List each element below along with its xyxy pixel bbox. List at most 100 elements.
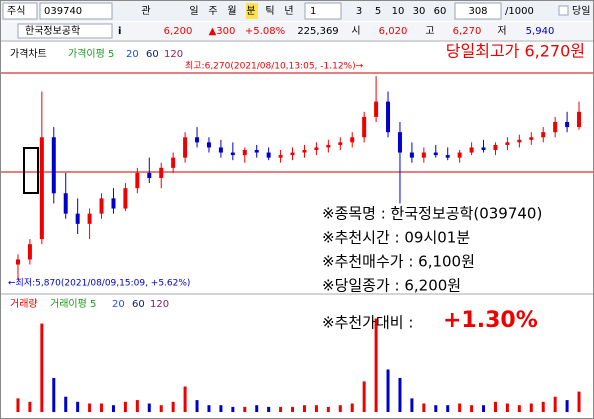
candle-body	[15, 259, 20, 265]
volume-bar	[338, 405, 342, 412]
code: 039740	[44, 6, 82, 17]
candle-body	[386, 101, 391, 133]
candle-body	[266, 152, 271, 158]
period-button[interactable]: 틱	[265, 5, 274, 17]
candle-body	[75, 213, 80, 224]
low-label: 저	[497, 25, 506, 37]
gain: +1.30%	[443, 308, 538, 333]
volume-bar	[183, 386, 187, 412]
volume-bar	[434, 405, 438, 412]
volume-bar	[64, 396, 68, 412]
count-input[interactable]	[454, 2, 502, 20]
volume-bar	[76, 401, 80, 412]
volume-ma-legend: 120	[150, 299, 169, 310]
open-label: 시	[351, 25, 360, 37]
volume-bar	[493, 401, 497, 412]
volume-bar	[255, 405, 259, 412]
summary-line: ※종목명 : 한국정보공학(039740)	[322, 205, 542, 223]
volume-bar	[529, 403, 533, 412]
candle-body	[553, 122, 558, 133]
volume-bar	[88, 403, 92, 412]
volume-bar	[470, 405, 474, 412]
volume-ma-legend: 20	[112, 299, 125, 310]
volume-bar	[16, 398, 20, 412]
candle-body	[362, 116, 367, 138]
volume-bar	[350, 403, 354, 412]
candle-body	[481, 147, 486, 150]
candle-body	[183, 137, 188, 158]
volume-bar	[171, 401, 175, 412]
candle-body	[63, 193, 68, 214]
candle-body	[350, 137, 355, 143]
period-button[interactable]: 분	[246, 5, 255, 17]
volume-bar	[374, 318, 378, 412]
period-button[interactable]: 일	[189, 5, 198, 17]
candle-body	[123, 188, 128, 209]
toolbar-bg	[1, 1, 593, 21]
volume-bar	[553, 396, 557, 412]
highlight-box	[23, 147, 39, 194]
volume-bar	[243, 406, 247, 412]
candle-body	[493, 144, 498, 150]
volume-bar	[195, 400, 199, 412]
period-button[interactable]: 관	[141, 5, 150, 17]
candle-body	[290, 152, 295, 156]
volume-bar	[279, 406, 283, 412]
info[interactable]: i	[118, 26, 121, 37]
total: /1000	[505, 6, 534, 17]
today: 당일	[572, 5, 590, 17]
volume-bar	[111, 405, 115, 412]
volume-bar	[565, 400, 569, 412]
volume-bar	[541, 401, 545, 412]
volume-bar	[517, 405, 521, 412]
preset-button[interactable]: 3	[356, 6, 362, 17]
volume-bar	[231, 406, 235, 412]
price-ma-legend: 60	[146, 49, 159, 60]
candle-body	[397, 132, 402, 153]
preset-button[interactable]: 5	[375, 6, 381, 17]
price-ma-legend: 20	[126, 49, 139, 60]
volume-ma-legend: 거래이평 5	[50, 298, 96, 310]
summary-line: ※당일종가 : 6,200원	[322, 277, 461, 295]
period-button[interactable]: 년	[284, 5, 293, 17]
summary-line: ※추천시간 : 09시01분	[322, 229, 470, 247]
period-button[interactable]: 월	[227, 5, 236, 17]
market: 주식	[7, 5, 25, 17]
candle-body	[445, 155, 450, 158]
volume-bar	[28, 401, 32, 412]
high: 6,270	[453, 26, 482, 37]
market-select[interactable]	[2, 2, 38, 20]
interval-input[interactable]	[304, 2, 342, 20]
candle-body	[541, 132, 546, 138]
preset-button[interactable]: 30	[413, 6, 426, 17]
code-input[interactable]	[39, 2, 113, 20]
high-note: 최고:6,270(2021/08/10,13:05, -1.12%)→	[185, 61, 364, 72]
candle-body	[314, 147, 319, 150]
preset-button[interactable]: 10	[392, 6, 405, 17]
volume-bar	[219, 405, 223, 412]
volume-bar	[135, 400, 139, 412]
volume-bar	[147, 403, 151, 412]
period-button[interactable]: 주	[208, 6, 217, 17]
candle-body	[135, 172, 140, 189]
count: 308	[468, 6, 487, 17]
volume-bar	[100, 403, 104, 412]
candle-body	[159, 167, 164, 178]
volume-bar	[123, 401, 127, 412]
candle-body	[111, 198, 116, 209]
today-checkbox[interactable]	[558, 5, 569, 16]
volume-bar	[314, 405, 318, 412]
low-note: ←최저:5,870(2021/08/09,15:09, +5.62%)	[8, 278, 190, 289]
candle-body	[529, 137, 534, 140]
candle-body	[242, 150, 247, 156]
price-ma-legend: 가격이평 5	[68, 47, 114, 60]
preset-button[interactable]: 60	[434, 6, 447, 17]
open: 6,020	[379, 26, 408, 37]
low: 5,940	[526, 26, 555, 37]
price-ma-legend: 120	[164, 49, 183, 60]
candle-body	[278, 155, 283, 158]
volume-bar	[52, 378, 56, 412]
volume-bar	[326, 406, 330, 412]
